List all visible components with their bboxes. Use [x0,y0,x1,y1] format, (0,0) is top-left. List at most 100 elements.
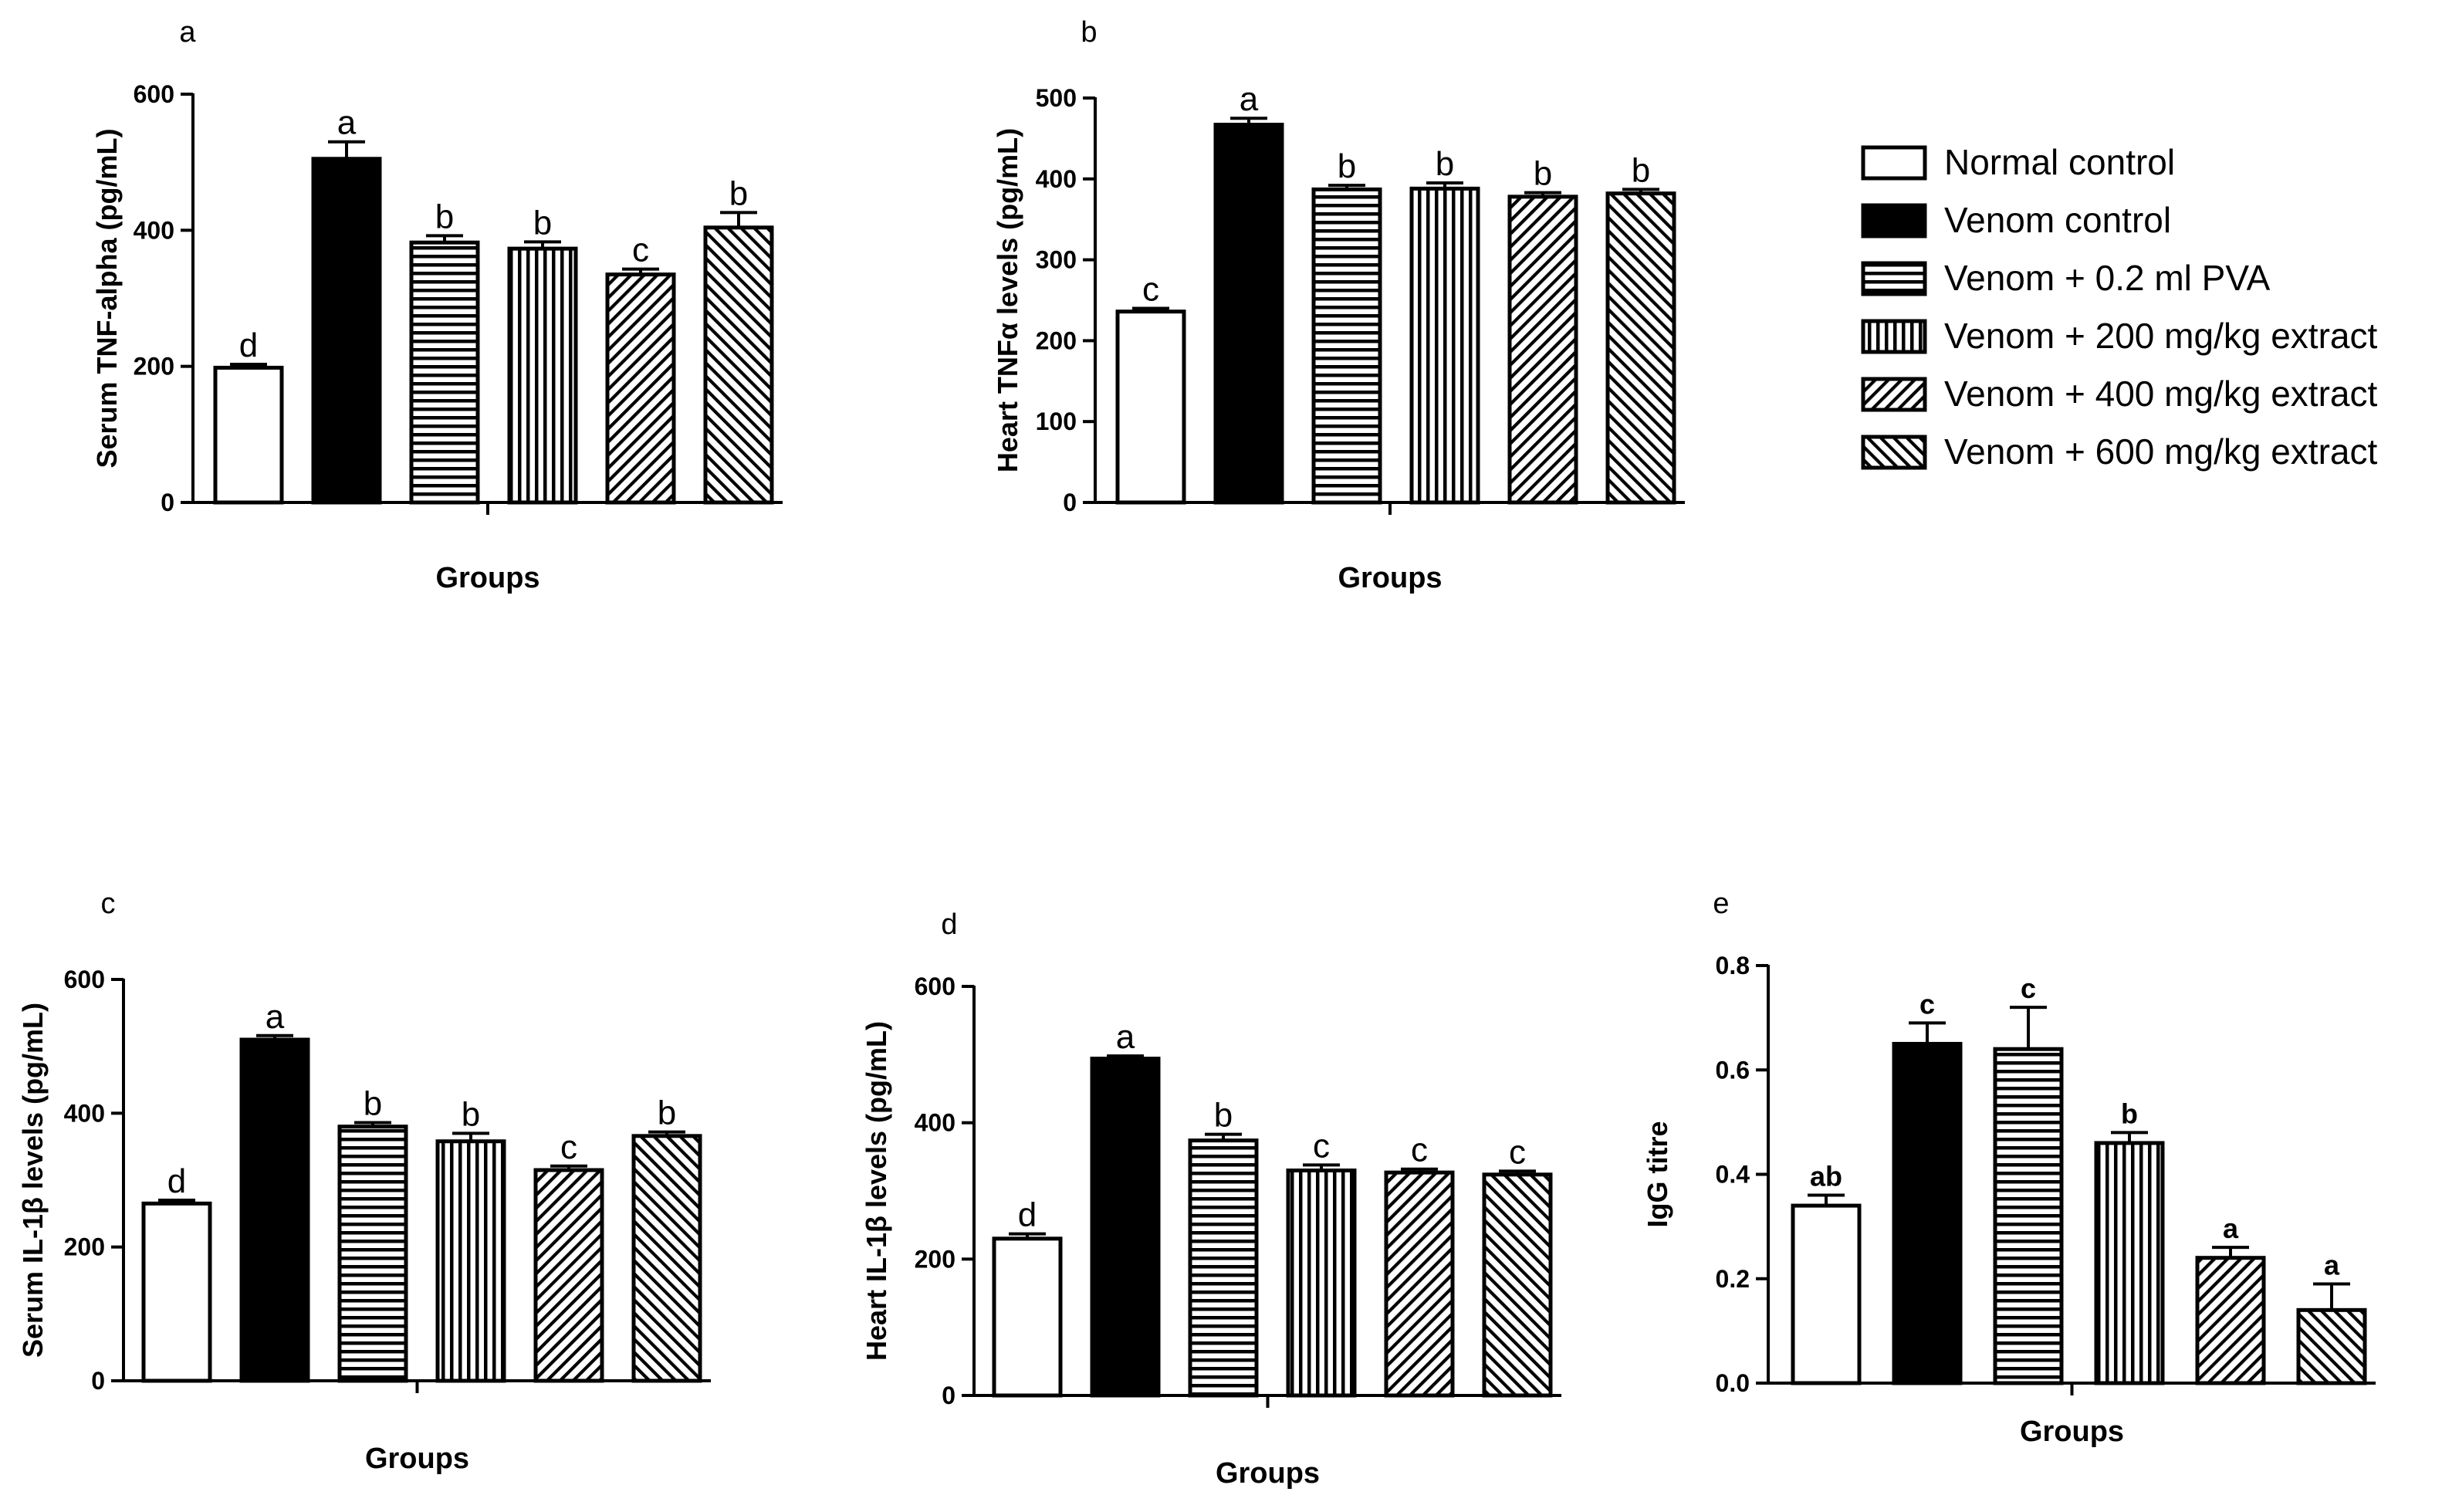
x-axis-label: Groups [435,562,539,594]
legend-swatch [1861,145,1927,181]
significance-letter: a [1240,80,1259,118]
bar-1 [992,1236,1063,1398]
legend-label: Venom + 0.2 ml PVA [1944,258,2271,298]
legend: Normal control Venom control Venom + 0.2 m… [1861,142,2377,472]
bar-3 [1311,187,1382,505]
significance-letter: b [435,198,454,235]
y-tick-label: 200 [1036,326,1077,354]
significance-letter: b [1436,145,1454,183]
significance-letter: c [2021,972,2036,1004]
y-tick-label: 200 [915,1245,955,1273]
significance-letter: a [2324,1250,2340,1281]
legend-swatch [1861,319,1927,354]
bar-6 [1482,1172,1553,1398]
bar-4 [1409,186,1480,505]
significance-letter: c [1313,1127,1330,1165]
significance-letter: b [364,1084,382,1122]
significance-letter: a [2223,1213,2239,1244]
bar-1 [141,1201,212,1383]
significance-letter: a [1116,1018,1135,1056]
legend-label: Venom + 400 mg/kg extract [1944,374,2377,414]
legend-swatch [1861,377,1927,412]
y-tick-label: 0 [91,1367,105,1395]
significance-letter: b [1534,155,1552,193]
significance-letter: b [462,1095,480,1133]
y-axis-label: Heart IL-1β levels (pg/mL) [861,1021,892,1361]
bar-4 [507,246,578,505]
significance-letter: b [1338,147,1356,185]
y-tick-label: 600 [915,972,955,1000]
bar-2 [311,157,382,505]
y-tick-label: 200 [64,1233,105,1261]
y-tick-label: 400 [1036,165,1077,193]
significance-letter: c [1411,1131,1428,1169]
y-tick-label: 400 [64,1099,105,1127]
y-tick-label: 0.0 [1716,1369,1750,1397]
bar-6 [703,225,774,505]
x-axis-label: Groups [2020,1416,2124,1448]
y-tick-label: 600 [134,80,174,108]
significance-letter: c [1919,988,1935,1020]
bar-1 [1791,1203,1862,1385]
bar-2 [1892,1041,1963,1385]
y-tick-label: 0.4 [1716,1161,1750,1189]
chart-panel-d: d 0 200 400 600 Heart IL-1β levels (pg/mL) Gro… [861,908,1561,1490]
bar-3 [1993,1047,2064,1385]
legend-item: Venom control [1861,200,2171,240]
bar-2 [239,1037,310,1383]
bar-3 [1188,1138,1259,1398]
bar-3 [337,1125,408,1383]
panel-label: d [941,908,957,941]
y-axis-label: Serum TNF-alpha (pg/mL) [91,129,123,468]
y-tick-label: 100 [1036,408,1077,435]
y-tick-label: 0 [942,1382,955,1409]
significance-letter: a [337,104,357,142]
significance-letter: d [167,1162,186,1200]
significance-letter: c [632,232,649,269]
panel-label: c [101,888,116,920]
bar-4 [2094,1141,2165,1385]
bar-6 [631,1134,702,1383]
y-tick-label: 200 [134,353,174,381]
x-axis-label: Groups [365,1443,469,1475]
panel-label: b [1081,16,1097,49]
y-tick-label: 0 [161,489,174,516]
legend-label: Normal control [1944,142,2175,182]
bar-4 [1286,1169,1357,1398]
y-tick-label: 600 [64,966,105,993]
y-axis-label: IgG titre [1642,1121,1673,1227]
bar-5 [1507,194,1578,505]
legend-swatch [1861,261,1927,296]
legend-label: Venom control [1944,200,2171,240]
legend-item: Venom + 400 mg/kg extract [1861,374,2377,414]
y-tick-label: 500 [1036,84,1077,112]
y-tick-label: 0.8 [1716,952,1750,979]
significance-letter: b [2121,1098,2138,1129]
significance-letter: c [1509,1133,1526,1171]
significance-letter: b [1632,151,1650,189]
legend-item: Venom + 0.2 ml PVA [1861,258,2271,298]
bar-1 [213,365,284,505]
legend-item: Normal control [1861,142,2175,182]
y-tick-label: 400 [134,216,174,244]
x-axis-label: Groups [1338,562,1442,594]
significance-letter: b [1214,1097,1233,1135]
bar-6 [2296,1307,2367,1385]
bar-5 [533,1168,604,1383]
significance-letter: b [658,1094,676,1132]
legend-label: Venom + 600 mg/kg extract [1944,431,2377,472]
legend-swatch [1861,435,1927,470]
legend-item: Venom + 200 mg/kg extract [1861,316,2377,356]
chart-panel-a: a 0 200 400 600 Serum TNF-alpha (pg/mL) Groups… [91,16,783,594]
legend-swatch [1861,203,1927,238]
bar-5 [2195,1256,2266,1385]
y-axis-label: Heart TNFα levels (pg/mL) [992,128,1023,472]
legend-item: Venom + 600 mg/kg extract [1861,431,2377,472]
y-tick-label: 400 [915,1109,955,1137]
bar-5 [1384,1170,1455,1398]
chart-panel-c: c 0 200 400 600 Serum IL-1β levels (pg/mL) Gro… [17,888,711,1475]
y-axis-label: Serum IL-1β levels (pg/mL) [17,1003,49,1358]
significance-letter: a [266,998,285,1036]
significance-letter: c [1142,270,1159,308]
